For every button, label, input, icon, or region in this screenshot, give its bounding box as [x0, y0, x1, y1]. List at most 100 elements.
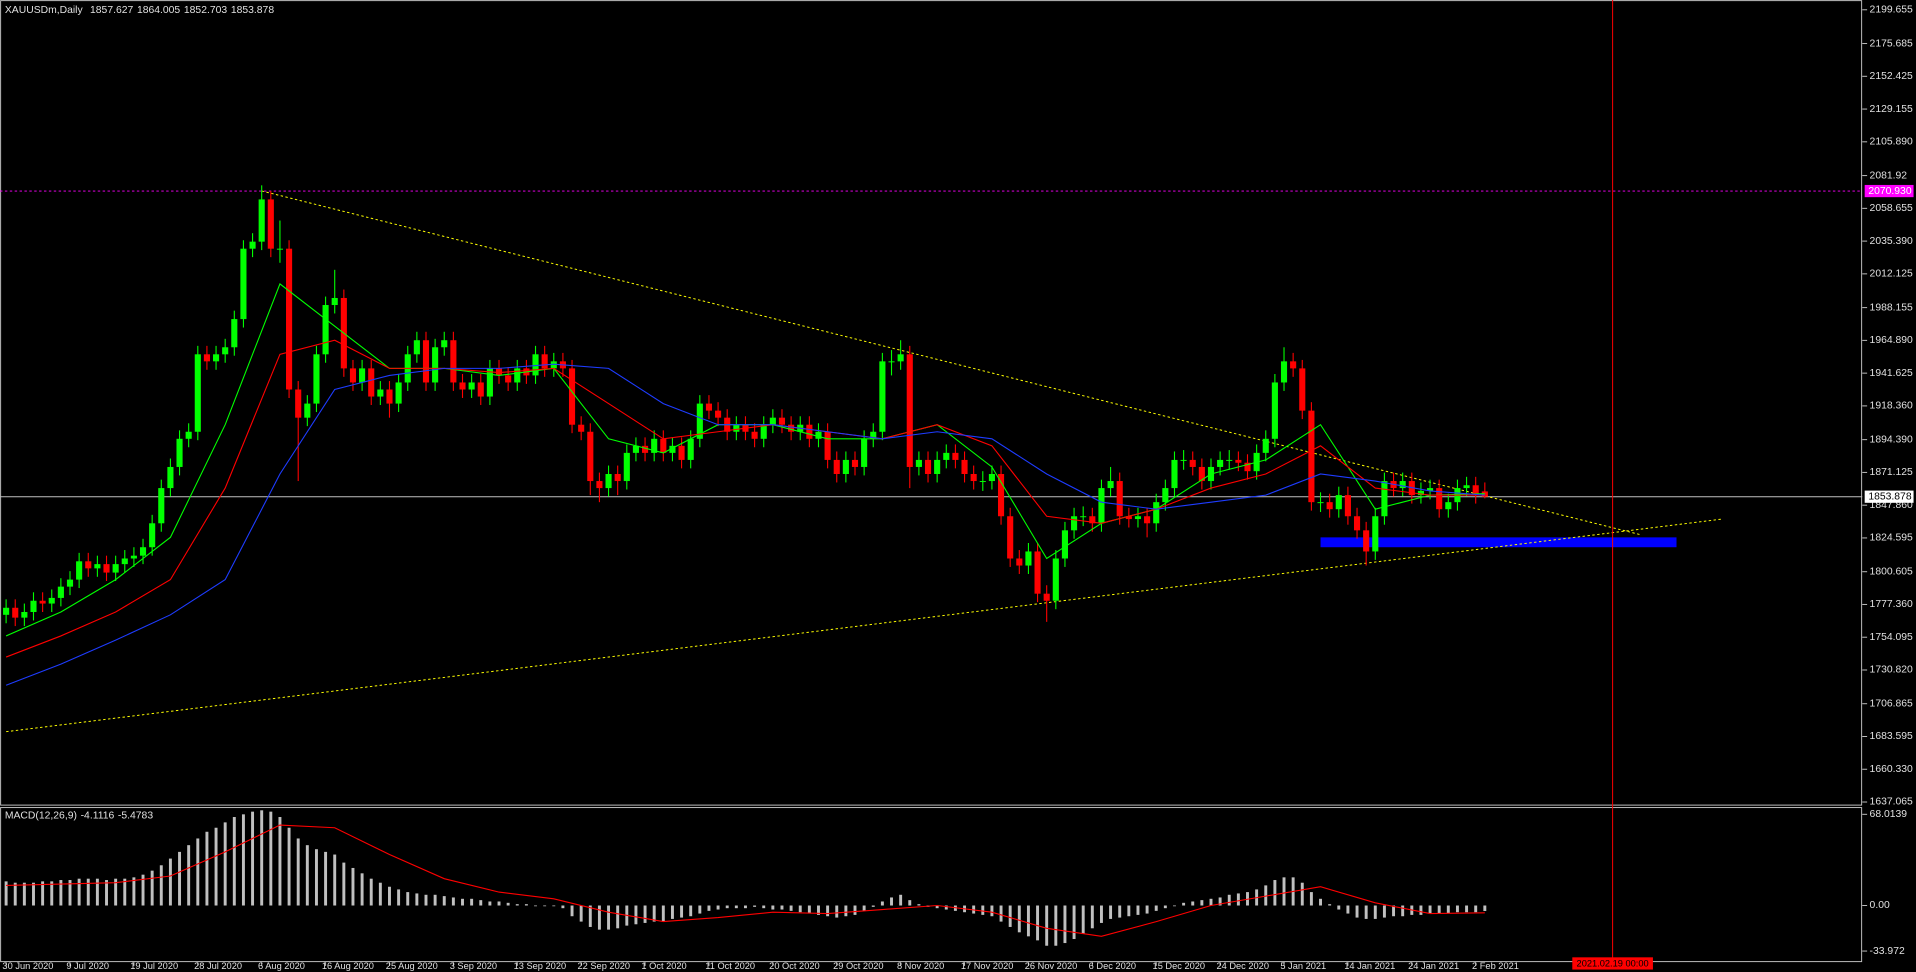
macd-bar	[990, 905, 994, 917]
macd-bar	[196, 838, 200, 906]
candle-body	[1472, 485, 1479, 496]
macd-bar	[13, 882, 17, 906]
macd-bar	[497, 901, 501, 906]
macd-bar	[1145, 905, 1149, 914]
last-low: 1852.703	[184, 5, 227, 16]
y-tick-label: 1894.390	[1870, 434, 1913, 445]
macd-bar	[1173, 905, 1176, 907]
candle-body	[1262, 438, 1269, 453]
macd-bar	[50, 881, 54, 906]
macd-bar	[762, 905, 766, 909]
x-tick-label: 15 Dec 2020	[1153, 961, 1206, 971]
y-tick-label: 2035.390	[1870, 236, 1913, 247]
candle-body	[249, 241, 256, 249]
macd-bar	[105, 880, 108, 906]
macd-bar	[1054, 905, 1058, 946]
candle-body	[422, 340, 430, 383]
macd-bar	[561, 905, 565, 909]
x-tick-label: 24 Jan 2021	[1408, 961, 1459, 971]
x-tick-label: 22 Sep 2020	[578, 961, 631, 971]
macd-bar	[670, 905, 674, 919]
macd-bar	[1090, 905, 1094, 929]
macd-bar	[241, 814, 245, 906]
macd-bar	[86, 878, 90, 906]
candle-body	[1107, 481, 1114, 489]
candle-body	[715, 410, 722, 418]
trendline	[6, 518, 1723, 733]
candle-body	[66, 579, 74, 587]
candle-body	[961, 459, 968, 474]
candle-body	[660, 438, 667, 453]
candle-body	[1061, 530, 1068, 559]
y-tick-label: 2081.92	[1870, 170, 1908, 181]
macd-bar	[433, 894, 437, 906]
macd-bar	[1118, 905, 1122, 918]
candle-body	[924, 459, 932, 474]
macd-bar	[1309, 892, 1313, 906]
y-tick-label: 2129.155	[1870, 104, 1913, 115]
x-tick-label: 2 Feb 2021	[1472, 961, 1519, 971]
candle-body	[1445, 502, 1452, 510]
candle-body	[1180, 459, 1187, 461]
x-tick-label: 9 Jul 2020	[66, 961, 109, 971]
macd-bar	[826, 905, 830, 917]
y-tick-label: 1660.330	[1870, 764, 1913, 775]
x-tick-label: 14 Jan 2021	[1344, 961, 1395, 971]
macd-bar	[1428, 905, 1432, 914]
macd-bar	[1401, 905, 1405, 917]
candle-body	[1016, 558, 1023, 566]
candle-body	[139, 547, 147, 556]
macd-bar	[251, 811, 255, 906]
candle-body	[605, 473, 612, 489]
macd-bar	[1392, 905, 1396, 917]
last-close: 1853.878	[231, 5, 274, 16]
macd-bar	[1099, 905, 1103, 923]
candle-body	[669, 445, 676, 453]
candle-body	[943, 452, 950, 460]
macd-bar	[1328, 904, 1332, 906]
macd-bar	[661, 905, 665, 922]
candle-body	[1271, 382, 1278, 439]
candle-body	[1244, 462, 1251, 472]
moving-average	[5, 339, 1485, 658]
macd-header: MACD(12,26,9) -4.1116 -5.4783	[5, 810, 153, 821]
macd-signal: -5.4783	[118, 810, 153, 821]
macd-bar	[607, 905, 611, 930]
candle-body	[477, 382, 484, 397]
candle-body	[861, 438, 868, 467]
macd-bar	[342, 862, 346, 906]
macd-bar	[1337, 905, 1341, 910]
macd-bar	[1437, 905, 1441, 914]
macd-bar	[543, 905, 547, 907]
macd-bar	[771, 905, 775, 910]
macd-bar	[579, 905, 583, 922]
candle-body	[1226, 459, 1233, 461]
macd-bar	[406, 892, 410, 906]
macd-bar	[351, 867, 355, 906]
macd-y-tick-label: -33.972	[1870, 946, 1905, 957]
macd-bar	[95, 878, 99, 906]
macd-bar	[1373, 905, 1377, 919]
macd-bar	[442, 896, 446, 906]
macd-bar	[388, 886, 391, 906]
candle-body	[231, 319, 238, 348]
candle-body	[1125, 516, 1132, 520]
x-tick-label: 29 Oct 2020	[833, 961, 883, 971]
macd-bar	[269, 811, 273, 906]
macd-bar	[1109, 905, 1113, 919]
x-tick-label: 8 Nov 2020	[897, 961, 944, 971]
candle-body	[267, 199, 274, 249]
candle-body	[897, 354, 904, 362]
candle-body	[167, 466, 174, 489]
macd-bar	[588, 905, 592, 927]
candle-body	[642, 445, 649, 453]
y-tick-label: 1777.360	[1870, 599, 1913, 610]
candle-body	[751, 431, 758, 439]
candle-body	[486, 368, 493, 397]
macd-bar	[1127, 905, 1131, 917]
macd-bar	[744, 905, 747, 909]
macd-bar	[159, 865, 163, 906]
macd-bar	[1419, 905, 1423, 915]
candle-body	[578, 424, 585, 432]
y-tick-label: 1800.605	[1870, 566, 1913, 577]
